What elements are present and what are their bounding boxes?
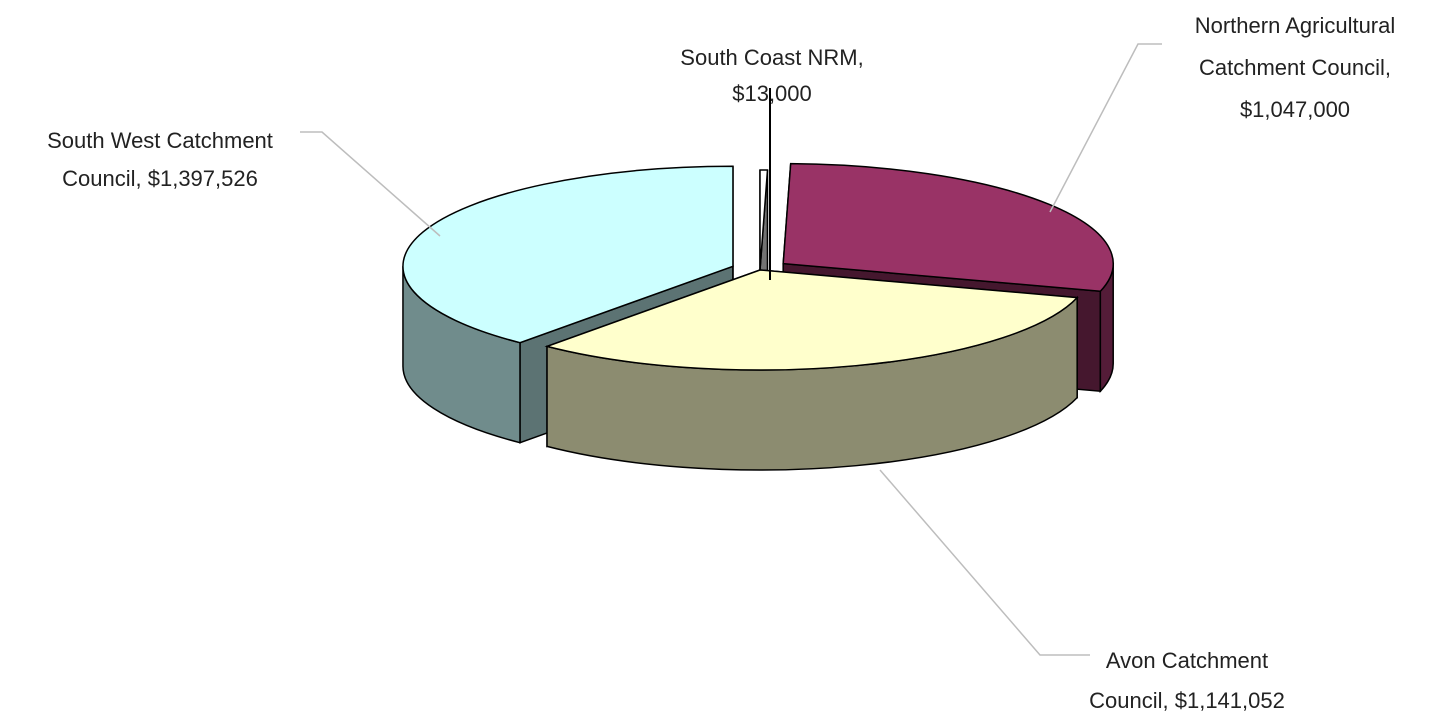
data-label-2-line-0: Avon Catchment	[1106, 648, 1268, 673]
pie-slice-south-coast-nrm	[759, 169, 769, 271]
pie-slice-northern-agricultural-catchment-council	[782, 162, 1114, 293]
leader-line-1	[1049, 43, 1162, 213]
data-label-1-line-0: Northern Agricultural	[1195, 13, 1396, 38]
leader-line-3	[300, 131, 441, 237]
data-label-0-line-0: South Coast NRM,	[680, 45, 863, 70]
data-label-2-line-1: Council, $1,141,052	[1089, 688, 1285, 713]
data-label-3-line-1: Council, $1,397,526	[62, 166, 258, 191]
leader-line-2	[879, 469, 1090, 656]
data-label-1-line-1: Catchment Council,	[1199, 55, 1391, 80]
data-label-3-line-0: South West Catchment	[47, 128, 273, 153]
data-label-1-line-2: $1,047,000	[1240, 97, 1350, 122]
pie-slice-avon-catchment-council	[544, 269, 1079, 371]
pie-slice-south-west-catchment-council	[402, 165, 734, 344]
data-label-0-line-1: $13,000	[732, 81, 812, 106]
